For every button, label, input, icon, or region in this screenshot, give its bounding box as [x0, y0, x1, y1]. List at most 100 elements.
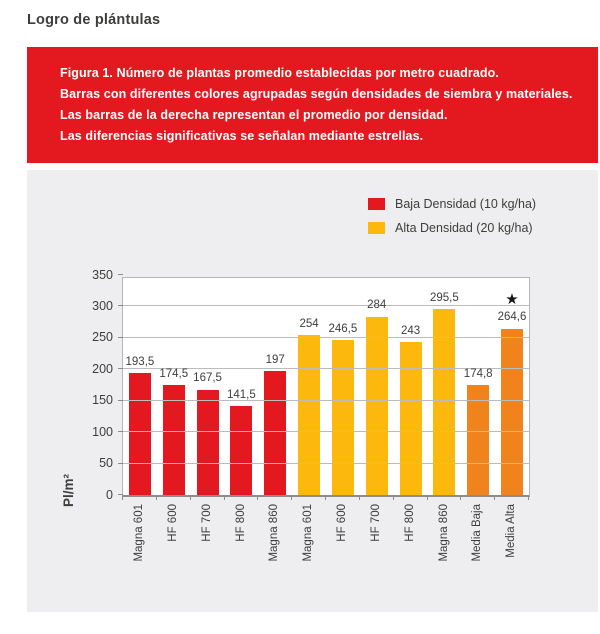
chart-bar [467, 385, 490, 495]
bar-value-label: 141,5 [227, 388, 256, 401]
figure-caption-banner: Figura 1. Número de plantas promedio est… [27, 47, 598, 163]
bar-group-hf-800: 243 [394, 278, 428, 495]
x-category-label: HF 600 [336, 504, 349, 542]
y-tick-label-350: 350 [92, 267, 113, 282]
legend-item: Alta Densidad (20 kg/ha) [368, 221, 536, 235]
chart-bar [230, 406, 253, 495]
chart-bar [162, 385, 185, 495]
y-tick-label-150: 150 [92, 393, 113, 408]
x-tick-mark [426, 495, 428, 500]
y-tick-label-250: 250 [92, 330, 113, 345]
x-tick-mark [122, 495, 123, 500]
x-label-slot: HF 700 [191, 504, 225, 562]
x-label-slot: HF 800 [394, 504, 428, 562]
x-tick-mark [358, 495, 360, 500]
legend-label: Alta Densidad (20 kg/ha) [395, 221, 533, 235]
x-category-label: HF 800 [234, 504, 247, 542]
bar-group-media-baja: 174,8 [461, 278, 495, 495]
bar-group-media-alta: 264,6 ★ [495, 278, 529, 495]
chart-bar [501, 328, 524, 495]
x-tick-mark [189, 495, 191, 500]
chart-bar [196, 389, 219, 495]
gridline-100 [123, 431, 529, 433]
x-tick-mark [291, 495, 293, 500]
bar-group-hf-600: 174,5 [157, 278, 191, 495]
y-tick-mark [118, 305, 123, 307]
x-category-label: Magna 860 [437, 504, 450, 562]
chart-bar [128, 373, 151, 495]
bar-value-label: 243 [400, 324, 421, 337]
bar-value-label: 246,5 [328, 322, 358, 335]
x-label-slot: Magna 601 [292, 504, 326, 562]
x-tick-mark [223, 495, 225, 500]
page-title: Logro de plántulas [27, 12, 161, 28]
gridline-50 [123, 462, 529, 464]
bar-group-magna-601: 193,5 [123, 278, 157, 495]
x-category-label: Magna 601 [302, 504, 315, 562]
gridline-250 [123, 336, 529, 338]
x-label-slot: Magna 860 [258, 504, 292, 562]
chart-bar [433, 309, 456, 495]
legend-swatch-yellow [368, 222, 385, 234]
bar-value-label: 295,5 [429, 291, 459, 304]
y-tick-mark [118, 399, 123, 401]
bar-value-label: 197 [265, 353, 285, 366]
x-label-slot: Media Baja [461, 504, 495, 562]
x-category-label: Media Alta [505, 504, 518, 558]
x-tick-mark [460, 495, 462, 500]
chart-bar [399, 342, 422, 495]
caption-line-1: Figura 1. Número de plantas promedio est… [60, 66, 499, 80]
caption-line-2: Barras con diferentes colores agrupadas … [60, 87, 573, 101]
y-tick-label-0: 0 [106, 487, 113, 502]
legend-item: Baja Densidad (10 kg/ha) [368, 197, 536, 211]
gridline-200 [123, 368, 529, 370]
y-tick-label-50: 50 [99, 456, 113, 471]
gridline-150 [123, 399, 529, 401]
chart-bar [331, 340, 354, 495]
y-tick-label-200: 200 [92, 361, 113, 376]
caption-line-3: Las barras de la derecha representan el … [60, 108, 448, 122]
bar-value-label: 193,5 [125, 355, 155, 368]
x-tick-mark [392, 495, 394, 500]
significance-star-icon: ★ [505, 290, 519, 308]
chart-bar [365, 316, 388, 495]
bar-value-label: 174,8 [463, 367, 493, 380]
x-tick-mark [494, 495, 496, 500]
x-label-slot: HF 600 [157, 504, 191, 562]
bar-group-magna-860: 197 [258, 278, 292, 495]
y-tick-mark [118, 274, 123, 275]
bar-group-hf-600: 246,5 [326, 278, 360, 495]
x-category-label: HF 700 [200, 504, 213, 542]
legend-swatch-red [368, 198, 385, 210]
bars-container: 193,5 174,5 167,5 141,5 197 254 246,5 284 243 295… [123, 278, 529, 495]
bar-group-magna-860: 295,5 [427, 278, 461, 495]
x-label-slot: HF 600 [326, 504, 360, 562]
x-label-slot: HF 700 [360, 504, 394, 562]
y-tick-label-100: 100 [92, 424, 113, 439]
y-tick-mark [118, 431, 123, 433]
x-tick-mark [257, 495, 259, 500]
bar-group-hf-800: 141,5 [224, 278, 258, 495]
bar-group-magna-601: 254 [292, 278, 326, 495]
bar-value-label: 264,6 [497, 311, 527, 324]
gridline-300 [123, 305, 529, 307]
x-category-label: HF 700 [369, 504, 382, 542]
caption-line-4: Las diferencias significativas se señala… [60, 129, 424, 143]
chart-bar [298, 335, 321, 495]
chart-legend: Baja Densidad (10 kg/ha) Alta Densidad (2… [368, 197, 536, 235]
x-category-label: Magna 601 [133, 504, 146, 562]
x-axis-labels: Magna 601 HF 600 HF 700 HF 800 Magna 860 Magn… [123, 504, 529, 562]
y-tick-mark [118, 336, 123, 338]
y-tick-label-300: 300 [92, 298, 113, 313]
x-tick-mark [528, 495, 529, 500]
x-tick-mark [155, 495, 157, 500]
x-category-label: Magna 860 [268, 504, 281, 562]
x-category-label: HF 800 [403, 504, 416, 542]
x-tick-mark [325, 495, 326, 500]
y-tick-mark [118, 494, 123, 495]
bar-value-label: 284 [367, 299, 387, 311]
bar-value-label: 167,5 [193, 372, 222, 385]
plot-area: Pl/m² 193,5 174,5 167,5 141,5 197 254 246,5 284… [61, 268, 530, 562]
y-tick-mark [118, 368, 123, 370]
bar-group-hf-700: 284 [360, 278, 394, 495]
